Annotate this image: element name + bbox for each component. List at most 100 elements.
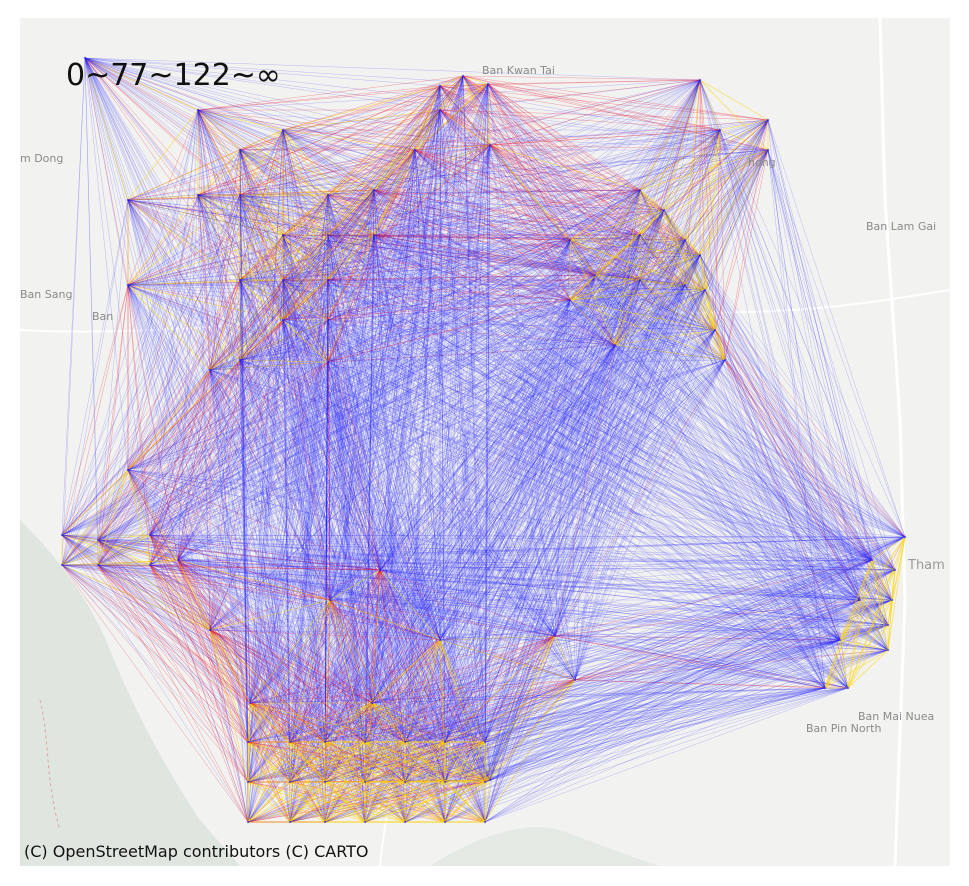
network-edge [149, 564, 826, 689]
network-edge [327, 119, 769, 321]
network-edge [149, 234, 329, 566]
network-edge [714, 329, 873, 561]
network-edge [327, 274, 596, 321]
network-edge [97, 189, 641, 566]
network-map[interactable] [20, 18, 950, 866]
network-edge [327, 234, 716, 331]
network-edge [282, 85, 441, 236]
network-edge [489, 239, 571, 781]
network-edge [404, 687, 826, 743]
network-edge [197, 109, 826, 689]
network-edge [239, 359, 291, 743]
network-edge [767, 149, 893, 601]
network-edge [489, 359, 726, 781]
network-edge [379, 559, 873, 571]
network-edge [404, 344, 616, 783]
network-edge [289, 639, 441, 823]
network-edge [327, 234, 706, 291]
network-edge [209, 85, 441, 371]
network-edge [439, 85, 491, 781]
network-node [488, 143, 492, 147]
network-edge [373, 149, 769, 236]
network-node [281, 233, 285, 237]
network-edge [569, 239, 701, 256]
network-edge [439, 109, 893, 601]
network-edge [239, 75, 464, 281]
network-edge [364, 83, 489, 783]
network-edge [149, 564, 291, 823]
network-edge [327, 79, 701, 196]
network-edge [439, 569, 896, 641]
network-edge [371, 119, 769, 704]
network-edge [594, 189, 641, 276]
network-edge [197, 109, 769, 151]
network-edge [554, 79, 701, 637]
network-edge [84, 57, 291, 743]
network-edge [444, 279, 641, 743]
network-edge [282, 129, 769, 151]
network-edge [127, 469, 251, 704]
network-edge [97, 564, 251, 704]
network-edge [282, 149, 769, 281]
network-edge [209, 369, 331, 601]
network-edge [373, 189, 873, 561]
network-edge [704, 289, 861, 601]
network-edge [282, 234, 329, 363]
network-edge [61, 129, 721, 566]
network-edge [97, 539, 326, 743]
network-edge [239, 299, 571, 361]
network-edge [373, 75, 464, 236]
network-edge [289, 119, 769, 783]
network-edge [364, 559, 873, 823]
network-edge [379, 569, 446, 743]
network-edge [487, 83, 769, 121]
map-frame[interactable]: Ban Kwan Tai m Dong hong Ban Lam Gai Ban… [20, 18, 950, 866]
network-edge [127, 284, 446, 823]
network-edge [239, 359, 889, 626]
network-edge [327, 234, 441, 641]
network-edge [177, 559, 211, 631]
network-edge [84, 57, 199, 196]
network-edge [324, 234, 641, 743]
network-edge [97, 564, 406, 823]
network-edge [444, 289, 706, 743]
network-edge [289, 687, 826, 743]
network-edge [239, 194, 893, 601]
network-edge [767, 149, 889, 651]
network-edge [149, 109, 441, 566]
network-edge [379, 569, 893, 601]
network-edge [239, 189, 641, 281]
network-edge [414, 149, 571, 241]
network-edge [373, 189, 486, 823]
network-edge [97, 239, 571, 541]
network-edge [327, 279, 849, 689]
network-edge [127, 469, 291, 743]
network-node [683, 238, 687, 242]
network-edge [373, 189, 641, 236]
network-edge [209, 629, 251, 704]
network-edge [289, 639, 441, 783]
network-edge [149, 299, 571, 566]
network-edge [149, 534, 896, 571]
network-edge [282, 279, 491, 781]
network-edge [364, 569, 381, 823]
network-edge [61, 564, 251, 704]
network-edge [282, 279, 706, 291]
network-edge [247, 599, 331, 823]
network-edge [97, 564, 491, 781]
network-edge [197, 189, 375, 196]
network-edge [209, 629, 366, 823]
network-edge [239, 149, 889, 651]
network-edge [364, 741, 406, 823]
network-edge [289, 194, 329, 783]
network-edge [289, 239, 686, 743]
network-edge [247, 741, 326, 783]
network-edge [404, 599, 861, 743]
network-node [723, 358, 727, 362]
network-edge [327, 109, 441, 363]
network-edge [239, 194, 571, 301]
network-edge [247, 361, 329, 783]
network-edge [404, 144, 491, 743]
network-edge [489, 144, 826, 689]
network-edge [324, 284, 686, 783]
